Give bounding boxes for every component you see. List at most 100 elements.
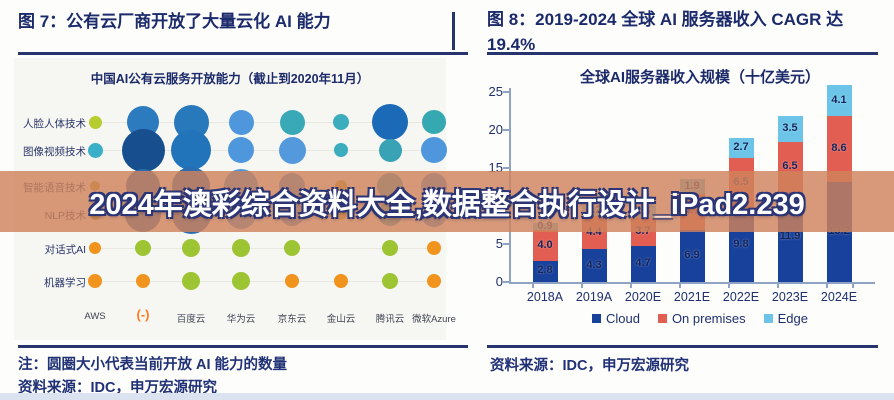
legend-swatch bbox=[763, 314, 773, 323]
watermark-banner: 2024年澳彩综合资料大全,数据整合执行设计_iPad2.239 bbox=[0, 171, 894, 232]
bar-segment-on-premises bbox=[532, 230, 558, 261]
x-axis-tick bbox=[630, 283, 632, 288]
x-axis-tick bbox=[532, 283, 534, 288]
x-axis-tick bbox=[581, 283, 583, 288]
y-axis-tick-label: 20 bbox=[488, 122, 503, 137]
vendor-label: 华为云 bbox=[226, 314, 256, 325]
row-connector-line bbox=[95, 248, 434, 249]
x-axis-tick bbox=[826, 283, 828, 288]
bar-segment-on-premises bbox=[826, 116, 852, 182]
y-axis-tick bbox=[503, 129, 509, 131]
capability-bubble bbox=[121, 128, 165, 172]
figure7-title: 图 7：公有云厂商开放了大量云化 AI 能力 bbox=[18, 12, 331, 31]
x-axis-category-label: 2021E bbox=[673, 290, 711, 304]
row-connector-line bbox=[95, 281, 434, 282]
bar-segment-value: 6.5 bbox=[782, 159, 798, 172]
capability-bubble bbox=[427, 241, 441, 255]
x-axis-tick bbox=[728, 283, 730, 288]
legend-item-edge: Edge bbox=[763, 311, 809, 326]
bar-segment-value: 4.3 bbox=[586, 258, 602, 271]
capability-bubble bbox=[89, 242, 101, 254]
capability-bubble bbox=[382, 240, 398, 256]
capability-bubble bbox=[422, 110, 446, 134]
x-axis-category-label: 2022E bbox=[722, 290, 760, 304]
capability-bubble bbox=[278, 136, 306, 164]
row-connector-line bbox=[95, 122, 434, 123]
capability-bubble bbox=[333, 114, 349, 130]
y-axis-tick bbox=[503, 243, 509, 245]
row-label: 人脸人体技术 bbox=[23, 118, 86, 130]
bar-segment-value: 2.8 bbox=[537, 264, 553, 277]
legend-label: Edge bbox=[777, 311, 809, 326]
x-axis-tick bbox=[679, 283, 681, 288]
y-axis-tick bbox=[503, 281, 509, 283]
legend-item-cloud: Cloud bbox=[591, 311, 640, 326]
bar-segment-cloud bbox=[679, 229, 705, 282]
vendor-label: 腾讯云 bbox=[375, 314, 405, 325]
capability-bubble bbox=[382, 273, 398, 289]
vendor-label: 百度云 bbox=[176, 314, 206, 325]
bottom-edge-strip bbox=[0, 393, 894, 400]
bar-segment-cloud bbox=[630, 246, 656, 282]
vendor-label: 微软Azure bbox=[412, 314, 456, 325]
capability-bubble bbox=[182, 239, 200, 257]
bar-chart-title: 全球AI服务器收入规模（十亿美元） bbox=[579, 69, 820, 86]
bar-segment-edge bbox=[826, 85, 852, 117]
row-label: 图像视频技术 bbox=[23, 146, 86, 158]
capability-bubble bbox=[232, 272, 250, 290]
x-axis-category-label: 2024E bbox=[820, 290, 858, 304]
bar-segment-value: 4.0 bbox=[537, 238, 553, 251]
panel-divider bbox=[452, 12, 455, 50]
capability-bubble bbox=[279, 109, 305, 135]
title-rule-right bbox=[487, 52, 878, 55]
capability-bubble bbox=[135, 240, 151, 256]
bar-segment-value: 11.9 bbox=[779, 229, 801, 242]
capability-bubble bbox=[284, 240, 300, 256]
bar-segment-cloud bbox=[532, 260, 558, 282]
bar-segment-value: 8.6 bbox=[831, 142, 847, 154]
capability-bubble bbox=[228, 109, 254, 135]
bar-chart-x-axis bbox=[509, 282, 875, 284]
x-axis-category-label: 2018A bbox=[526, 290, 564, 304]
bar-segment-value: 3.5 bbox=[782, 121, 798, 134]
vendor-label: 京东云 bbox=[277, 314, 307, 325]
bar-segment-cloud bbox=[581, 249, 607, 282]
x-axis-category-label: 2019A bbox=[575, 290, 613, 304]
x-axis-tick bbox=[851, 283, 854, 288]
bar-chart-legend: Cloud On premises Edge bbox=[520, 311, 880, 326]
y-axis-tick-label: 0 bbox=[495, 274, 503, 289]
bar-segment-value: 4.7 bbox=[635, 257, 651, 270]
bar-segment-value: 4.1 bbox=[831, 93, 847, 106]
capability-bubble bbox=[421, 137, 447, 163]
capability-bubble bbox=[182, 272, 200, 290]
legend-item-on-premises: On premises bbox=[657, 311, 746, 326]
footer-rule-right bbox=[487, 345, 878, 348]
x-axis-category-label: 2023E bbox=[771, 290, 809, 304]
y-axis-tick bbox=[503, 91, 509, 93]
row-label: 机器学习 bbox=[44, 277, 86, 289]
capability-bubble bbox=[372, 104, 408, 140]
row-connector-line bbox=[95, 150, 434, 151]
row-label: 对话式AI bbox=[44, 244, 86, 256]
capability-bubble bbox=[88, 115, 102, 129]
figure7-source: 资料来源：IDC，申万宏源研究 bbox=[18, 380, 217, 396]
capability-bubble bbox=[88, 274, 102, 288]
capability-bubble bbox=[87, 142, 103, 158]
capability-bubble bbox=[136, 274, 150, 288]
legend-label: On premises bbox=[671, 311, 746, 326]
alibaba-cloud-logo-icon: (-) bbox=[136, 307, 150, 322]
capability-bubble bbox=[285, 274, 299, 288]
y-axis-tick bbox=[503, 167, 509, 169]
capability-bubble bbox=[378, 138, 402, 162]
capability-bubble bbox=[427, 274, 441, 288]
x-axis-category-label: 2020E bbox=[624, 290, 662, 304]
capability-bubble bbox=[232, 239, 250, 257]
y-axis-tick-label: 5 bbox=[495, 236, 503, 251]
capability-bubble bbox=[171, 130, 211, 170]
title-rule-left bbox=[18, 52, 468, 55]
y-axis-tick-label: 25 bbox=[488, 84, 503, 99]
figure8-title: 图 8：2019-2024 全球 AI 服务器收入 CAGR 达 19.4% bbox=[487, 10, 844, 54]
legend-label: Cloud bbox=[605, 311, 640, 326]
legend-swatch bbox=[657, 314, 667, 323]
vendor-label: 金山云 bbox=[326, 314, 356, 325]
